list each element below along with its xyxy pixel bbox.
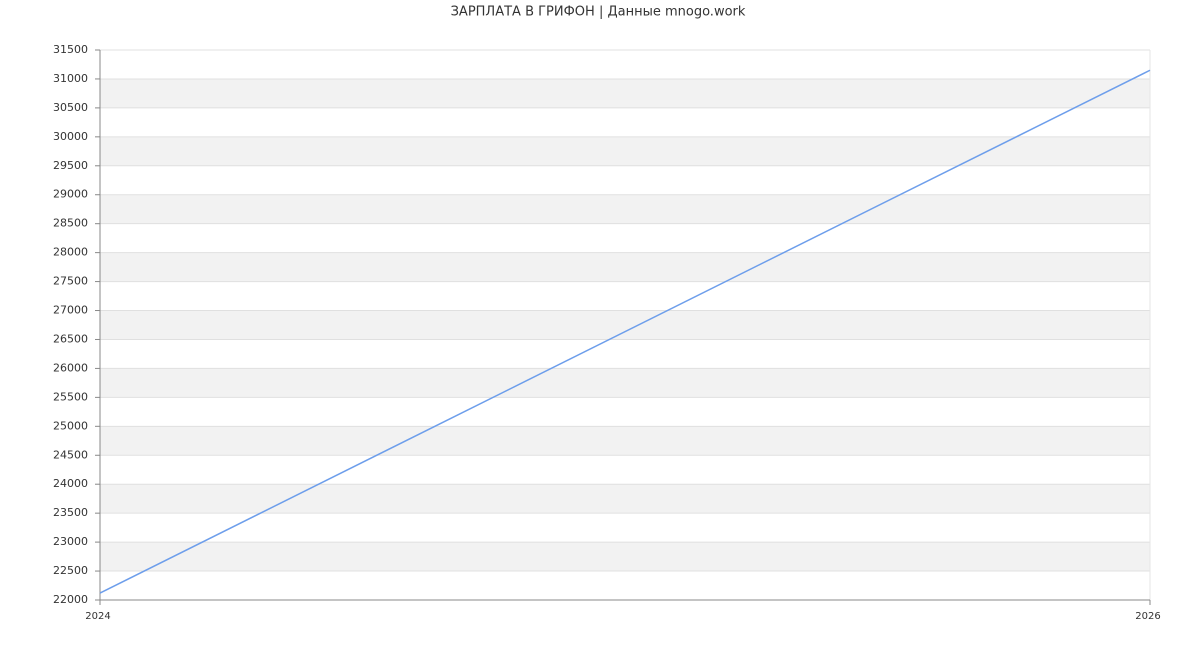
y-tick-label: 24500 (53, 448, 88, 461)
grid-band (100, 426, 1150, 456)
y-tick-label: 22000 (53, 593, 88, 606)
y-tick-label: 23000 (53, 535, 88, 548)
y-tick-label: 27500 (53, 275, 88, 288)
grid-band (100, 136, 1150, 166)
y-tick-label: 30000 (53, 130, 88, 143)
y-tick-label: 23500 (53, 506, 88, 519)
line (99, 69, 1151, 594)
x-tick-label: 2024 (85, 611, 110, 622)
y-tick-label: 31000 (53, 72, 88, 85)
y-tick-label: 30500 (53, 101, 88, 114)
grid-band (100, 194, 1150, 224)
y-tick-label: 25500 (53, 390, 88, 403)
grid-band (100, 78, 1150, 108)
x-tick-label: 2026 (1135, 611, 1160, 622)
grid-band (100, 484, 1150, 514)
grid-band (100, 542, 1150, 572)
y-tick-label: 24000 (53, 477, 88, 490)
y-tick-label: 27000 (53, 304, 88, 317)
y-tick-label: 31500 (53, 43, 88, 56)
chart-title: ЗАРПЛАТА В ГРИФОН | Данные mnogo.work (451, 5, 746, 20)
y-tick-label: 28500 (53, 217, 88, 230)
y-tick-label: 26000 (53, 361, 88, 374)
y-tick-label: 22500 (53, 564, 88, 577)
y-tick-label: 28000 (53, 246, 88, 259)
y-tick-label: 25000 (53, 419, 88, 432)
grid-band (100, 252, 1150, 282)
y-tick-label: 29000 (53, 188, 88, 201)
y-tick-label: 26500 (53, 332, 88, 345)
y-tick-label: 29500 (53, 159, 88, 172)
grid-band (100, 368, 1150, 398)
grid-band (100, 310, 1150, 340)
